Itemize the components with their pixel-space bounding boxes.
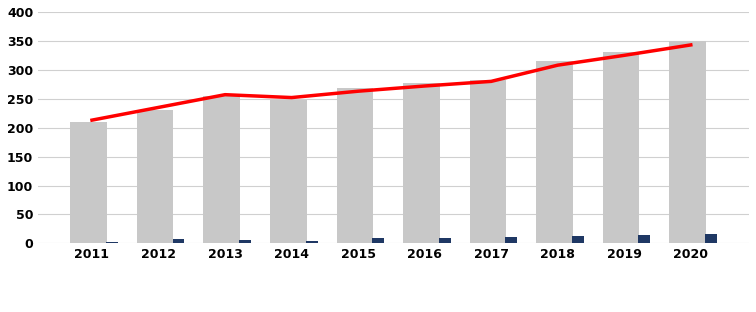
Bar [669, 41, 706, 243]
Bar [438, 237, 451, 243]
Yurtiçi Tüketim [553, 63, 562, 67]
Bar [572, 236, 584, 243]
Bar [106, 241, 118, 243]
Bar [705, 233, 717, 243]
Bar [239, 241, 251, 243]
Yurtiçi Tüketim [154, 105, 163, 109]
Bar [372, 238, 384, 243]
Bar [403, 83, 440, 243]
Bar [505, 237, 517, 243]
Bar [203, 96, 240, 243]
Yurtiçi Tüketim [287, 96, 296, 100]
Bar [270, 100, 307, 243]
Bar [172, 239, 184, 243]
Bar [469, 80, 507, 243]
Bar [70, 122, 107, 243]
Yurtiçi Tüketim [620, 53, 629, 57]
Bar [603, 52, 640, 243]
Bar [137, 110, 173, 243]
Yurtiçi Tüketim [487, 80, 496, 83]
Bar [305, 241, 318, 243]
Yurtiçi Tüketim [88, 118, 97, 122]
Yurtiçi Tüketim [420, 84, 429, 88]
Yurtiçi Tüketim [221, 93, 230, 96]
Bar [638, 235, 650, 243]
Bar [336, 88, 373, 243]
Yurtiçi Tüketim [686, 43, 696, 47]
Yurtiçi Tüketim [354, 89, 363, 93]
Line: Yurtiçi Tüketim: Yurtiçi Tüketim [92, 45, 691, 120]
Bar [536, 61, 573, 243]
